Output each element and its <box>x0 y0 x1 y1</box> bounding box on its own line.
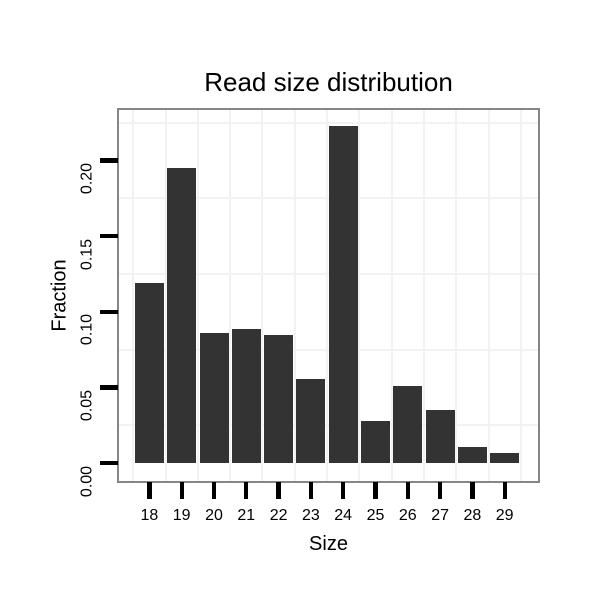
minor-gridline-vertical <box>293 110 296 481</box>
minor-gridline-vertical <box>261 110 264 481</box>
minor-gridline-vertical <box>422 110 425 481</box>
bar-26 <box>393 386 423 464</box>
minor-gridline-horizontal <box>119 424 538 427</box>
plot-panel <box>119 110 538 481</box>
minor-gridline-horizontal <box>119 197 538 200</box>
y-tick-label: 0.15 <box>78 238 96 270</box>
x-tick-label: 21 <box>237 507 256 524</box>
y-axis-tick <box>100 309 118 315</box>
x-axis-tick <box>437 482 443 499</box>
bar-21 <box>231 328 261 464</box>
x-axis-tick <box>308 482 314 499</box>
y-axis-tick <box>100 461 118 466</box>
y-tick-label: 0.05 <box>78 390 96 422</box>
x-tick-label: 23 <box>301 507 320 524</box>
minor-gridline-vertical <box>229 110 232 481</box>
minor-gridline-vertical <box>132 110 135 481</box>
y-tick-label: 0.00 <box>78 465 96 497</box>
x-axis-tick <box>341 482 346 499</box>
minor-gridline-vertical <box>455 110 458 481</box>
x-tick-label: 22 <box>269 507 288 524</box>
bar-24 <box>328 125 358 464</box>
bar-29 <box>490 452 520 464</box>
x-tick-label: 25 <box>366 507 385 524</box>
x-tick-label: 20 <box>205 507 223 524</box>
x-axis-tick <box>276 482 281 499</box>
minor-gridline-vertical <box>487 110 490 481</box>
minor-gridline-vertical <box>358 110 361 481</box>
minor-gridline-vertical <box>196 110 199 481</box>
bar-27 <box>425 410 455 464</box>
y-axis-tick <box>100 234 118 239</box>
x-axis-tick <box>179 482 184 499</box>
x-axis-title: Size <box>309 533 348 555</box>
y-tick-label: 0.20 <box>78 162 96 195</box>
x-tick-label: 29 <box>495 507 514 524</box>
bar-19 <box>167 168 197 464</box>
x-axis-tick <box>244 482 249 499</box>
x-axis-tick <box>405 482 410 499</box>
y-axis-title: Fraction <box>48 259 71 332</box>
minor-gridline-vertical <box>326 110 329 481</box>
minor-gridline-horizontal <box>119 348 538 351</box>
minor-gridline-vertical <box>519 110 522 481</box>
bar-25 <box>361 420 390 464</box>
chart-title: Read size distribution <box>204 67 453 97</box>
y-tick-label: 0.10 <box>78 314 96 346</box>
minor-gridline-horizontal <box>119 273 538 276</box>
minor-gridline-vertical <box>164 110 167 481</box>
x-tick-label: 18 <box>140 507 159 524</box>
x-tick-label: 19 <box>172 507 191 524</box>
bar-28 <box>457 446 487 464</box>
y-axis-tick <box>100 158 118 163</box>
x-axis-tick <box>373 482 378 499</box>
x-tick-label: 26 <box>398 507 417 524</box>
bar-18 <box>134 283 164 464</box>
x-axis-tick <box>470 482 475 499</box>
bar-23 <box>296 378 326 464</box>
y-axis-tick <box>100 385 118 390</box>
bar-20 <box>199 333 229 464</box>
x-tick-label: 24 <box>334 507 353 524</box>
minor-gridline-horizontal <box>119 121 538 124</box>
x-axis-tick <box>211 482 217 499</box>
x-axis-tick <box>147 482 152 499</box>
x-axis-tick <box>502 482 507 499</box>
x-tick-label: 27 <box>431 507 449 524</box>
x-tick-label: 28 <box>463 507 482 524</box>
bar-22 <box>264 334 294 464</box>
minor-gridline-vertical <box>390 110 393 481</box>
